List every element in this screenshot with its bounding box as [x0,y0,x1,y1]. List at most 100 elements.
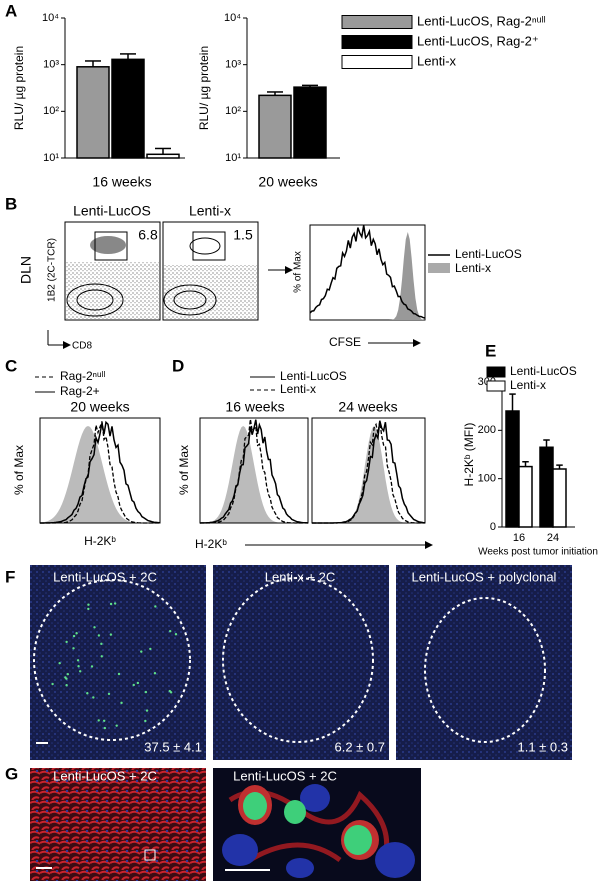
green-cell [87,603,90,606]
legend-label: Lenti-x [455,261,491,275]
bar [293,86,327,159]
panel-label: E [485,341,496,360]
legend-swatch [486,380,506,392]
legend-label: Lenti-LucOS, Rag-2⁺ [417,33,539,48]
panel-label: C [5,356,17,375]
axis-label: % of Max [177,445,191,495]
legend-swatch [341,55,413,69]
bar [518,465,533,528]
axis-arrow [47,330,70,345]
green-cell [136,681,140,685]
image-value: 37.5 ± 4.1 [144,739,202,754]
green-cell [58,661,61,665]
green-cell [115,724,118,727]
bar [258,94,292,159]
y-axis-label: RLU/ µg protein [197,46,211,130]
green-cell [76,659,80,662]
gate-value: 1.5 [233,227,253,243]
legend-label: Rag-2+ [60,384,100,398]
y-tick-label: 10³ [43,59,59,71]
green-cells [51,602,178,730]
plot-title: 16 weeks [225,399,284,415]
x-tick-label: 16 [513,532,525,544]
legend-label: Lenti-x [510,378,546,392]
legend-label: Lenti-LucOS [455,247,522,261]
green-cell [93,626,96,629]
green-cell [109,602,113,606]
green-cell [145,709,149,712]
gate-value: 6.8 [138,227,158,243]
green-cell [100,655,103,658]
image-title: Lenti-x + 2C [265,569,335,584]
green-cell [168,629,172,633]
bar [76,66,110,159]
micrograph [30,768,206,881]
legend-label: Lenti-x [417,53,457,68]
y-tick-label: 10⁴ [42,12,59,24]
y-axis-label: RLU/ µg protein [12,46,26,130]
y-axis-label: H-2Kᵇ (MFI) [462,423,476,487]
dot-plot [64,221,161,321]
axis-label: H-2Kᵇ [195,537,227,551]
micrograph [213,768,421,881]
legend-swatch [486,366,506,378]
histogram-line [199,419,309,524]
green-cell [132,683,135,687]
legend-swatch [341,15,413,29]
y-tick-label: 100 [478,473,496,485]
histogram-frame [199,417,309,524]
green-cell [120,701,123,705]
histogram-frame [39,417,161,524]
green-cell [144,690,148,694]
green-cell [149,647,152,651]
legend-swatch [428,263,450,273]
green-cell [154,605,157,608]
axis-label: H-2Kᵇ [84,534,116,548]
axis-label: 1B2 (2C-TCR) [47,238,58,302]
x-tick-label: 24 [547,532,559,544]
green-cell [92,696,95,699]
x-axis-label: 16 weeks [92,174,151,190]
row-label: DLN [18,256,34,284]
micrograph [213,565,389,760]
histogram-fill [312,426,425,523]
panel-label: A [5,1,17,20]
green-cell [90,665,94,668]
image-title: Lenti-LucOS + 2C [233,768,337,783]
histogram-line [40,420,161,524]
image-title: Lenti-LucOS + 2C [53,569,157,584]
green-cell [97,634,101,637]
plot-title: Lenti-x [189,203,231,219]
green-cell [109,633,113,636]
histogram-fill [200,426,308,523]
green-cell [140,650,143,653]
image-value: 6.2 ± 0.7 [334,739,385,754]
green-cell [174,633,178,636]
y-tick-label: 200 [478,424,496,436]
panel-label: D [172,356,184,375]
green-cell [51,682,54,686]
legend-label: Lenti-LucOS [280,369,347,383]
image-title: Lenti-LucOS + polyclonal [412,569,557,584]
green-cell [65,684,68,687]
bar [552,468,567,528]
green-cell [65,677,68,680]
histogram-fill [310,232,425,320]
y-tick-label: 10² [225,105,241,117]
axis-label: % of Max [293,251,304,293]
green-cell [169,691,173,694]
y-tick-label: 10⁴ [224,12,241,24]
green-cell [77,665,80,668]
x-axis-label: Weeks post tumor initiation [478,547,598,558]
green-cell [86,692,89,695]
legend-label: Lenti-x [280,382,316,396]
y-tick-label: 10² [43,105,59,117]
green-cell [97,719,100,722]
bar [505,410,520,528]
green-cell [72,634,76,638]
micrograph [30,565,206,760]
plot-title: Lenti-LucOS [73,203,151,219]
y-tick-label: 0 [490,521,496,533]
